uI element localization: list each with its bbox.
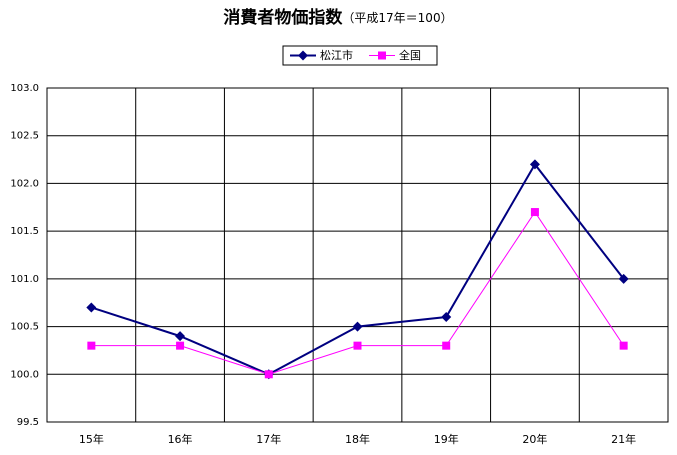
legend-label: 松江市 xyxy=(320,48,353,62)
data-point xyxy=(352,321,363,332)
x-tick-label: 17年 xyxy=(256,432,281,446)
y-tick-label: 100.5 xyxy=(10,322,39,333)
data-point xyxy=(353,341,362,350)
y-tick-label: 102.0 xyxy=(10,178,39,189)
x-tick-label: 20年 xyxy=(522,432,547,446)
x-tick-label: 15年 xyxy=(79,432,104,446)
data-point xyxy=(264,370,273,379)
y-tick-label: 100.0 xyxy=(10,369,39,380)
legend-marker xyxy=(378,51,386,60)
y-tick-label: 103.0 xyxy=(10,83,39,94)
data-point xyxy=(530,208,539,217)
data-point xyxy=(86,302,97,313)
title: 消費者物価指数 xyxy=(223,7,343,28)
y-tick-label: 102.5 xyxy=(10,131,39,142)
y-tick-label: 99.5 xyxy=(17,417,39,428)
series-line xyxy=(91,211,625,375)
x-tick-label: 16年 xyxy=(168,432,193,446)
data-point xyxy=(176,341,185,350)
y-tick-label: 101.0 xyxy=(10,274,39,285)
data-point xyxy=(442,341,451,350)
x-tick-label: 19年 xyxy=(434,432,459,446)
legend: 松江市 全国 xyxy=(282,45,438,66)
subtitle: （平成17年＝100） xyxy=(342,11,452,25)
x-tick-label: 18年 xyxy=(345,432,370,446)
data-point xyxy=(87,341,96,350)
data-point xyxy=(175,331,186,342)
chart-title: 消費者物価指数（平成17年＝100） xyxy=(223,7,452,28)
data-point xyxy=(529,159,540,170)
plot-frame xyxy=(46,87,669,423)
legend-marker xyxy=(298,50,308,61)
legend-box xyxy=(282,45,438,66)
data-point xyxy=(441,312,452,323)
data-point xyxy=(619,341,628,350)
legend-label: 全国 xyxy=(399,48,421,62)
y-tick-label: 101.5 xyxy=(10,226,39,237)
data-point xyxy=(618,273,629,284)
x-tick-label: 21年 xyxy=(611,432,636,446)
